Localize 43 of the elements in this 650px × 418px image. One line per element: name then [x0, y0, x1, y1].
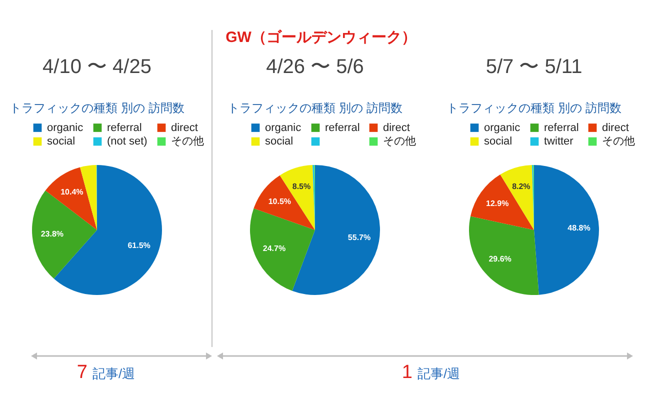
legend-label: (not set)	[106, 136, 147, 148]
chart-title: 5/7 〜 5/11	[485, 56, 582, 78]
data-label: 8.2%	[512, 182, 530, 191]
pie-slice	[468, 216, 538, 295]
data-label: 48.8%	[567, 223, 590, 232]
legend-label: その他	[382, 136, 416, 148]
legend-label: その他	[170, 136, 204, 148]
data-label: 10.4%	[60, 188, 83, 197]
text: 7 記事/週	[76, 362, 136, 383]
text: 1 記事/週	[402, 362, 460, 383]
legend-label: direct	[602, 122, 628, 134]
legend-label: direct	[170, 122, 198, 134]
legend-label: その他	[602, 136, 634, 148]
chart-subtitle: トラフィックの種類 別の 訪問数	[446, 101, 621, 115]
legend-label: referral	[106, 122, 142, 134]
legend-label: organic	[484, 122, 520, 134]
pie-slice	[534, 165, 598, 295]
pie-slice	[292, 165, 380, 295]
data-label: 55.7%	[347, 233, 370, 242]
legend-label: social	[484, 136, 512, 148]
legend-label: referral	[544, 122, 578, 134]
data-label: 24.7%	[262, 244, 286, 254]
chart-title: 4/10 〜 4/25	[42, 56, 151, 78]
pie-slice	[250, 208, 314, 291]
legend-label: referral	[324, 122, 360, 134]
legend-label: direct	[382, 122, 410, 134]
pie-slice	[470, 174, 534, 230]
legend-label: social	[46, 136, 75, 148]
data-label: 23.8%	[40, 229, 64, 238]
text: GW（ゴールデンウィーク）	[226, 28, 416, 48]
data-label: 29.6%	[488, 254, 511, 264]
data-label: 8.5%	[292, 182, 310, 192]
legend-label: organic	[264, 122, 302, 134]
data-label: 10.5%	[268, 197, 291, 206]
legend-label: organic	[46, 122, 84, 134]
pie-slice	[253, 175, 314, 230]
data-label: 12.9%	[486, 198, 508, 208]
legend-label: twitter	[544, 136, 574, 148]
data-label: 61.5%	[127, 240, 150, 250]
chart-subtitle: トラフィックの種類 別の 訪問数	[9, 101, 184, 115]
chart-subtitle: トラフィックの種類 別の 訪問数	[227, 101, 402, 115]
chart-title: 4/26 〜 5/6	[266, 56, 364, 78]
legend-label: social	[264, 136, 293, 148]
